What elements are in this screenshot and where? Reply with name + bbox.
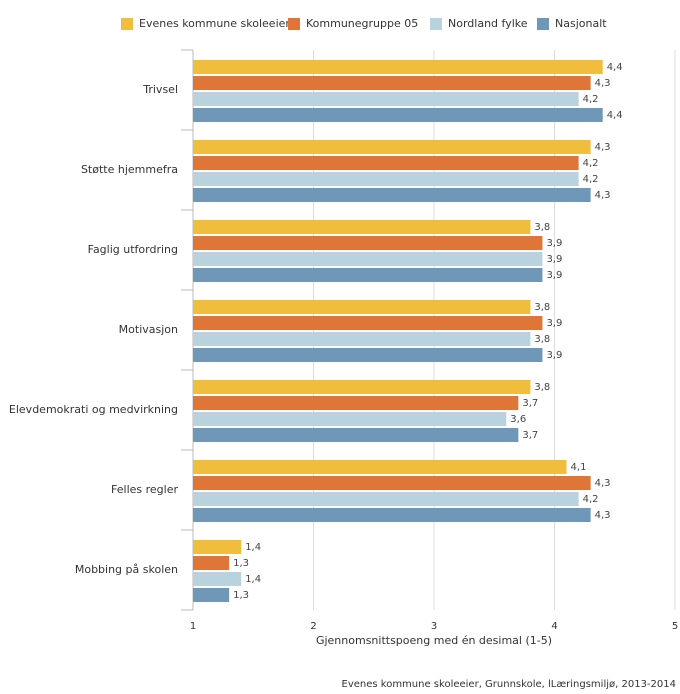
bar — [193, 428, 519, 442]
x-tick-label: 2 — [310, 621, 316, 632]
bar — [193, 492, 579, 506]
bar — [193, 252, 543, 266]
value-label: 4,3 — [595, 142, 611, 153]
value-label: 3,7 — [522, 398, 538, 409]
value-label: 4,3 — [595, 190, 611, 201]
bar — [193, 572, 242, 586]
bar — [193, 412, 507, 426]
legend-swatch — [537, 18, 549, 30]
bar — [193, 76, 591, 90]
bar — [193, 60, 603, 74]
bar — [193, 140, 591, 154]
value-label: 1,3 — [233, 590, 249, 601]
bar — [193, 396, 519, 410]
value-label: 1,4 — [245, 542, 261, 553]
bar — [193, 540, 242, 554]
bar — [193, 348, 543, 362]
y-tick-label: Elevdemokrati og medvirkning — [9, 403, 178, 416]
bar — [193, 332, 531, 346]
bar — [193, 316, 543, 330]
value-label: 4,3 — [595, 510, 611, 521]
value-label: 4,2 — [583, 94, 599, 105]
value-label: 4,3 — [595, 78, 611, 89]
bar — [193, 268, 543, 282]
bar — [193, 108, 603, 122]
value-label: 4,2 — [583, 494, 599, 505]
bar — [193, 380, 531, 394]
x-tick-label: 5 — [672, 621, 678, 632]
bar — [193, 588, 230, 602]
bar — [193, 172, 579, 186]
legend-label: Nasjonalt — [555, 17, 607, 30]
bar — [193, 300, 531, 314]
x-tick-label: 3 — [431, 621, 437, 632]
y-tick-label: Motivasjon — [119, 323, 178, 336]
y-tick-label: Trivsel — [142, 83, 178, 96]
legend-label: Evenes kommune skoleeier — [139, 17, 290, 30]
value-label: 3,9 — [546, 254, 562, 265]
value-label: 3,8 — [534, 382, 550, 393]
x-tick-label: 4 — [551, 621, 557, 632]
bar — [193, 508, 591, 522]
bar — [193, 220, 531, 234]
legend-label: Nordland fylke — [448, 17, 528, 30]
value-label: 3,8 — [534, 334, 550, 345]
value-label: 3,7 — [522, 430, 538, 441]
value-label: 1,3 — [233, 558, 249, 569]
bar — [193, 476, 591, 490]
bar — [193, 188, 591, 202]
value-label: 4,2 — [583, 174, 599, 185]
bar — [193, 556, 230, 570]
value-label: 4,1 — [571, 462, 587, 473]
x-axis-title: Gjennomsnittspoeng med én desimal (1-5) — [316, 634, 552, 647]
source-note: Evenes kommune skoleeier, Grunnskole, lL… — [342, 679, 677, 690]
legend-label: Kommunegruppe 05 — [306, 17, 418, 30]
bar — [193, 156, 579, 170]
value-label: 4,4 — [607, 62, 623, 73]
legend-swatch — [430, 18, 442, 30]
value-label: 3,9 — [546, 318, 562, 329]
legend-swatch — [121, 18, 133, 30]
value-label: 1,4 — [245, 574, 261, 585]
value-label: 4,2 — [583, 158, 599, 169]
x-tick-label: 1 — [190, 621, 196, 632]
bar — [193, 236, 543, 250]
y-tick-label: Felles regler — [111, 483, 178, 496]
value-label: 3,6 — [510, 414, 526, 425]
value-label: 3,9 — [546, 270, 562, 281]
value-label: 3,9 — [546, 238, 562, 249]
value-label: 3,8 — [534, 222, 550, 233]
value-label: 3,9 — [546, 350, 562, 361]
y-tick-label: Faglig utfordring — [88, 243, 178, 256]
bar — [193, 460, 567, 474]
value-label: 4,4 — [607, 110, 623, 121]
y-tick-label: Mobbing på skolen — [75, 563, 178, 576]
bar — [193, 92, 579, 106]
value-label: 4,3 — [595, 478, 611, 489]
legend-swatch — [288, 18, 300, 30]
value-label: 3,8 — [534, 302, 550, 313]
y-tick-label: Støtte hjemmefra — [81, 163, 178, 176]
